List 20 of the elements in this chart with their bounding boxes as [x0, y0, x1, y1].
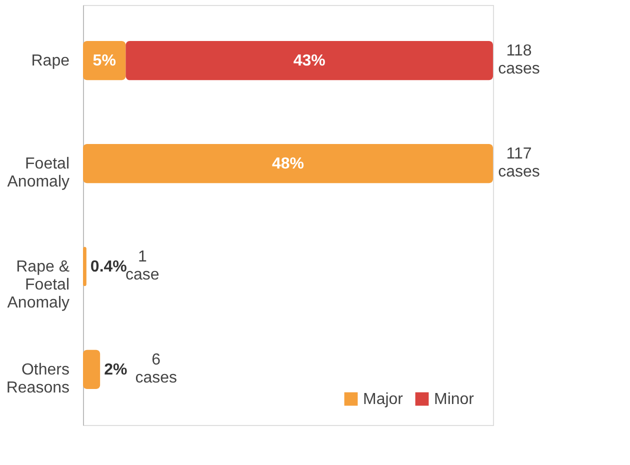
- data-label: 48%: [272, 156, 304, 173]
- bar: [83, 144, 493, 184]
- annotation: 117 cases: [498, 146, 540, 181]
- y-tick-label: Rape & Foetal Anomaly: [7, 258, 70, 312]
- annotation: 6 cases: [135, 351, 177, 386]
- bar: [126, 41, 493, 80]
- data-label: 0.4%: [90, 258, 127, 276]
- legend-label: Minor: [434, 391, 475, 408]
- bar: [83, 41, 126, 80]
- data-label: 2%: [104, 361, 128, 378]
- bar: [83, 246, 86, 286]
- y-tick-label: Foetal Anomaly: [7, 156, 70, 191]
- data-label: 5%: [92, 52, 116, 70]
- y-tick-label: Rape: [31, 52, 70, 70]
- y-tick-label: Others Reasons: [6, 361, 70, 396]
- annotation: 118 cases: [498, 42, 540, 78]
- bar: [83, 350, 100, 389]
- legend-label: Major: [363, 391, 404, 408]
- data-label: 43%: [293, 52, 326, 70]
- annotation: 1 case: [126, 248, 160, 284]
